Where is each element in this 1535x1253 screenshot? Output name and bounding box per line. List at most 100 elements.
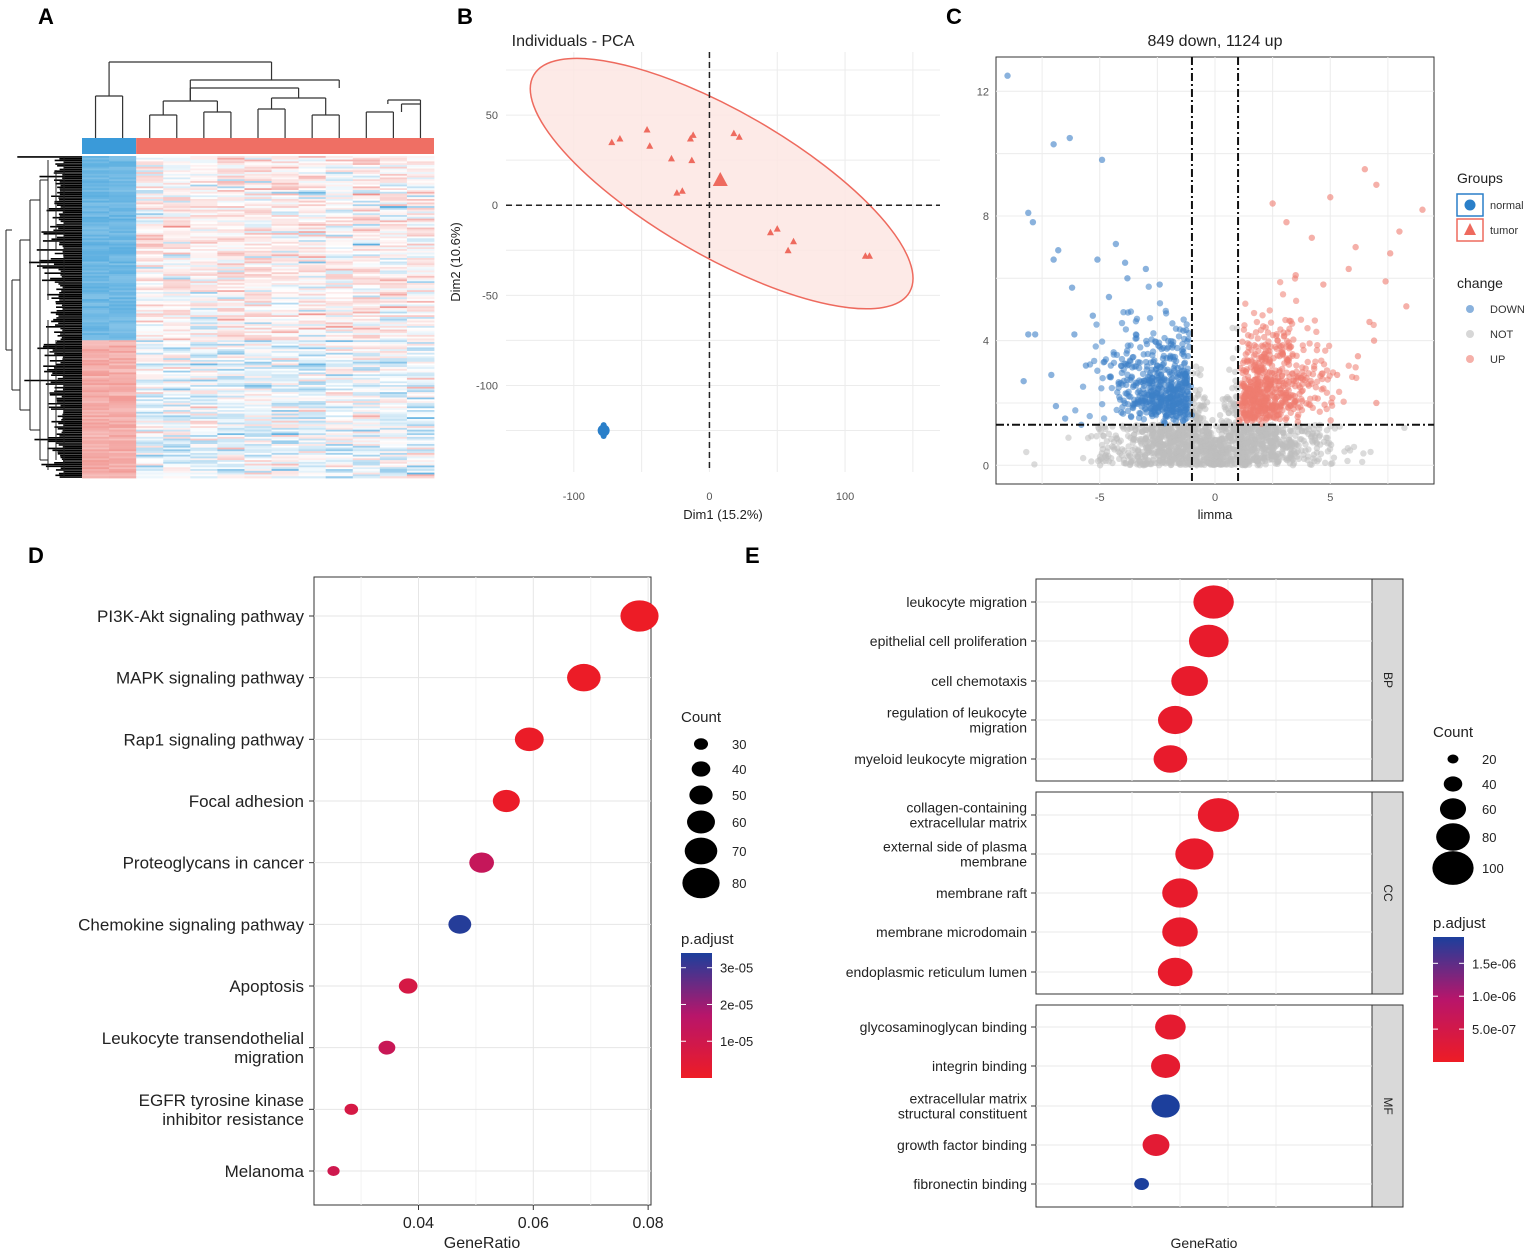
heatmap-cell xyxy=(271,177,300,180)
heatmap-cell xyxy=(109,361,137,364)
heatmap-cell xyxy=(190,431,218,434)
heatmap-cell xyxy=(406,268,435,271)
heatmap-cell xyxy=(325,257,354,261)
heatmap-cell xyxy=(136,467,164,470)
heatmap-cell xyxy=(406,399,435,402)
heatmap-cell xyxy=(109,426,137,429)
heatmap-cell xyxy=(190,458,218,461)
heatmap-cell xyxy=(244,356,272,359)
heatmap-cell xyxy=(136,156,164,159)
heatmap-cell xyxy=(244,263,272,266)
heatmap-cell xyxy=(379,241,408,245)
heatmap-cell xyxy=(109,433,137,436)
heatmap-cell xyxy=(406,447,435,450)
heatmap-cell xyxy=(82,288,110,291)
heatmap-cell xyxy=(271,365,300,368)
heatmap-cell xyxy=(136,220,164,223)
heatmap-cell xyxy=(244,379,272,382)
heatmap-cell xyxy=(325,374,354,377)
heatmap-cell xyxy=(406,367,435,370)
heatmap-cell xyxy=(190,216,218,220)
heatmap-cell xyxy=(136,227,164,230)
heatmap-cell xyxy=(136,204,164,207)
heatmap-cell xyxy=(298,297,327,300)
heatmap-cell xyxy=(217,345,245,348)
heatmap-cell xyxy=(82,259,110,262)
heatmap-cell xyxy=(163,345,191,348)
heatmap-cell xyxy=(82,418,110,422)
heatmap-cell xyxy=(406,356,435,359)
heatmap-cell xyxy=(190,333,218,336)
heatmap-cell xyxy=(82,290,110,293)
heatmap-cell xyxy=(352,377,381,381)
heatmap-cell xyxy=(406,465,435,468)
heatmap-cell xyxy=(82,306,110,309)
heatmap-cell xyxy=(82,469,110,472)
heatmap-cell xyxy=(325,308,354,311)
heatmap-cell xyxy=(352,449,381,452)
heatmap-cell xyxy=(406,411,435,414)
heatmap-cell xyxy=(406,476,435,479)
heatmap-cell xyxy=(244,359,272,363)
heatmap-cell xyxy=(82,168,110,171)
heatmap-cell xyxy=(406,188,435,191)
heatmap-cell xyxy=(217,308,245,311)
heatmap-cell xyxy=(298,170,327,173)
volcano-down-point xyxy=(1161,334,1168,342)
heatmap-cell xyxy=(136,334,164,338)
heatmap-cell xyxy=(379,284,408,287)
heatmap-cell xyxy=(190,313,218,316)
heatmap-cell xyxy=(352,472,381,475)
heatmap-cell xyxy=(190,343,218,347)
heatmap-cell xyxy=(190,476,218,479)
heatmap-cell xyxy=(190,243,218,246)
volcano-up-point xyxy=(1267,319,1275,326)
heatmap-cell xyxy=(244,213,272,216)
heatmap-cell xyxy=(406,231,435,234)
volcano-not-point xyxy=(1136,436,1144,443)
heatmap-cell xyxy=(406,388,435,391)
heatmap-cell xyxy=(379,186,408,189)
heatmap-cell xyxy=(406,381,435,384)
heatmap-cell xyxy=(298,268,327,271)
heatmap-cell xyxy=(190,318,218,321)
annotation-normal-segment xyxy=(82,138,137,154)
volcano-not-point xyxy=(1197,437,1205,445)
heatmap-cell xyxy=(325,331,354,334)
heatmap-cell xyxy=(136,454,164,457)
heatmap-cell xyxy=(217,399,245,402)
heatmap-cell xyxy=(298,236,327,239)
volcano-down-point xyxy=(1126,357,1134,364)
heatmap-cell xyxy=(244,252,272,255)
heatmap-cell xyxy=(136,460,164,463)
heatmap-cell xyxy=(406,460,435,463)
volcano-not-point xyxy=(1255,428,1263,435)
heatmap-cell xyxy=(136,413,164,416)
heatmap-cell xyxy=(379,470,408,474)
heatmap-cell xyxy=(244,215,272,218)
group-annotation-bar xyxy=(82,138,434,154)
heatmap-cell xyxy=(244,284,272,287)
heatmap-cell xyxy=(271,313,300,316)
heatmap-cell xyxy=(82,161,110,164)
heatmap-cell xyxy=(109,275,137,279)
heatmap-cell xyxy=(217,200,245,203)
heatmap-cell xyxy=(325,263,354,266)
heatmap-cell xyxy=(406,309,435,313)
heatmap-cell xyxy=(298,238,327,241)
pca-tumor-point xyxy=(686,135,694,142)
heatmap-cell xyxy=(379,177,408,180)
volcano-down-point xyxy=(1099,374,1106,382)
heatmap-cell xyxy=(190,427,218,431)
heatmap-cell xyxy=(136,222,164,225)
heatmap-cell xyxy=(298,392,327,395)
heatmap-cell xyxy=(298,209,327,212)
heatmap-cell xyxy=(271,467,300,470)
heatmap-cell xyxy=(109,349,137,352)
heatmap-cell xyxy=(244,320,272,323)
heatmap-cell xyxy=(325,189,354,193)
heatmap-cell xyxy=(325,442,354,445)
volcano-not-point xyxy=(1248,446,1255,454)
heatmap-cell xyxy=(136,198,164,202)
heatmap-cell xyxy=(109,159,137,162)
